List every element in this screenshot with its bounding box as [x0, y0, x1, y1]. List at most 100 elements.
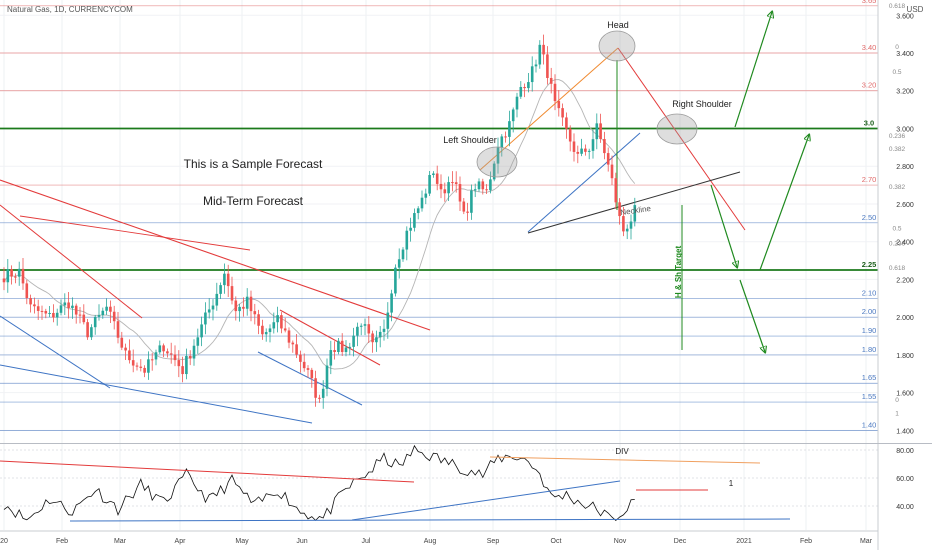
candle-body	[568, 128, 572, 142]
candle-body	[192, 345, 196, 359]
candle	[257, 309, 260, 335]
oscillator-trendline	[69, 518, 791, 522]
candle-body	[63, 302, 67, 306]
support-line	[0, 364, 313, 424]
candle-body	[226, 273, 230, 287]
candle	[557, 90, 561, 117]
forecast-arrow	[734, 12, 772, 128]
left-shoulder-marker	[476, 146, 518, 178]
candle-body	[382, 328, 386, 332]
candle-body	[485, 189, 488, 191]
candle-body	[432, 173, 435, 176]
candle-body	[591, 139, 595, 151]
candle	[242, 297, 245, 317]
candle	[71, 297, 74, 319]
candle-body	[93, 316, 97, 328]
fib-label: 0.618	[889, 265, 906, 272]
x-tick-label: Aug	[424, 538, 437, 545]
candle-body	[188, 355, 192, 359]
candle	[25, 279, 29, 305]
candle	[245, 288, 249, 316]
candle	[52, 304, 55, 323]
candle-body	[253, 311, 257, 315]
candle-body	[435, 173, 439, 184]
left-shoulder-label: Left Shoulder	[443, 135, 497, 145]
candle	[496, 137, 500, 174]
candle-body	[291, 342, 295, 345]
candle	[169, 342, 173, 364]
candle-body	[466, 211, 469, 213]
fib-label: 0.382	[889, 184, 906, 191]
candle-body	[610, 164, 614, 179]
candle	[447, 176, 450, 201]
x-tick-label: 2021	[736, 538, 752, 545]
x-tick-label: 20	[0, 538, 8, 545]
y-tick-label: 2.000	[896, 315, 914, 322]
candle	[276, 306, 279, 333]
candle	[523, 83, 526, 98]
support-line	[0, 315, 111, 389]
candle-body	[538, 44, 542, 65]
candle-body	[40, 310, 44, 312]
head-marker	[598, 30, 636, 62]
candle-body	[128, 350, 131, 361]
candle-body	[283, 328, 287, 331]
candle	[340, 333, 344, 357]
candle-body	[443, 189, 447, 194]
candle	[207, 298, 211, 319]
candle	[344, 340, 348, 357]
candle-body	[496, 147, 500, 164]
candle	[603, 131, 606, 160]
candle	[527, 73, 530, 93]
candle	[633, 197, 637, 227]
candle-body	[207, 309, 211, 313]
candle	[196, 328, 200, 354]
candle-body	[109, 306, 112, 312]
candle	[97, 304, 101, 321]
candle-body	[124, 347, 127, 351]
candle-body	[424, 193, 428, 198]
candle-body	[33, 304, 36, 307]
candle	[572, 133, 576, 162]
candle	[215, 282, 219, 311]
candle-body	[139, 366, 143, 368]
candle-body	[565, 117, 568, 129]
candle	[473, 183, 477, 198]
candle-body	[71, 305, 74, 308]
candle	[504, 131, 507, 143]
candle	[55, 308, 59, 326]
candle	[116, 312, 120, 344]
candle-body	[359, 325, 363, 327]
candle	[625, 224, 629, 240]
right-shoulder-label: Right Shoulder	[672, 99, 732, 109]
candle-body	[515, 96, 519, 110]
candle	[451, 171, 454, 192]
candle	[534, 59, 538, 73]
candle	[63, 293, 67, 316]
candle	[280, 312, 283, 334]
candle	[90, 324, 93, 340]
candle-body	[378, 331, 382, 338]
oscillator-mark-label: 1	[729, 479, 734, 488]
candle-body	[523, 86, 526, 89]
candle	[337, 337, 340, 355]
candle	[219, 282, 222, 300]
candle-body	[261, 325, 264, 335]
y-tick-label: 1.800	[896, 353, 914, 360]
candle	[489, 171, 492, 194]
candle	[204, 302, 207, 335]
candle	[299, 350, 302, 373]
candle	[492, 161, 496, 182]
candle-body	[318, 397, 321, 399]
candle-body	[409, 227, 412, 231]
candle-body	[394, 267, 397, 294]
candle-body	[386, 312, 390, 329]
fib-label: 1	[895, 410, 899, 417]
candle-body	[67, 302, 70, 308]
candle	[386, 302, 390, 339]
candle	[238, 303, 241, 322]
downtrend-line	[279, 309, 381, 366]
candle-body	[603, 139, 606, 154]
